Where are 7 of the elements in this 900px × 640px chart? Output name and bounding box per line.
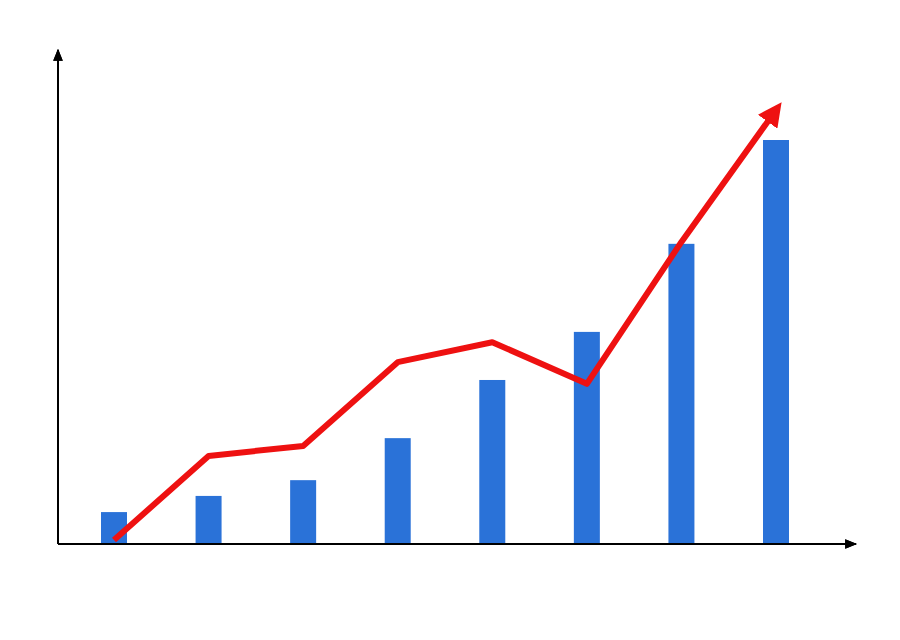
bar <box>573 331 600 544</box>
bar <box>195 495 222 544</box>
bar <box>290 480 317 544</box>
bar <box>763 140 789 544</box>
bar <box>479 379 506 544</box>
bar <box>384 438 411 544</box>
bar <box>668 243 695 544</box>
